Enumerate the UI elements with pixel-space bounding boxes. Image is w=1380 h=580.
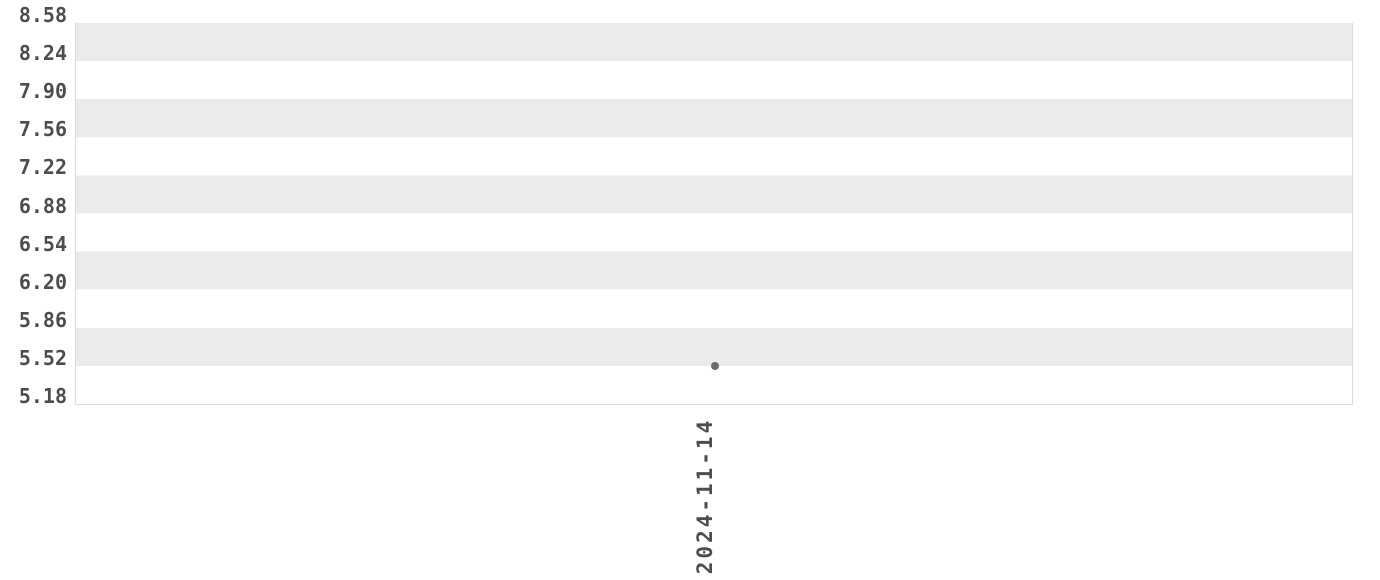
y-axis: 8.58 8.24 7.90 7.56 7.22 6.88 6.54 6.20 5.86 5.52… <box>0 0 67 420</box>
y-tick-label: 5.52 <box>18 345 67 370</box>
y-tick-label: 6.20 <box>18 269 67 294</box>
data-point <box>711 361 719 370</box>
y-tick-label: 7.56 <box>18 117 67 142</box>
y-tick-label: 5.86 <box>18 307 67 332</box>
y-tick-label: 7.90 <box>18 79 67 104</box>
y-tick-label: 7.22 <box>18 155 67 180</box>
y-tick-label: 6.88 <box>18 193 67 218</box>
y-tick-label: 6.54 <box>18 231 67 256</box>
y-tick-label: 5.18 <box>18 384 67 408</box>
y-tick-label: 8.58 <box>18 3 67 27</box>
plot-area <box>75 23 1353 405</box>
x-tick-label: 2024-11-14 <box>693 417 717 575</box>
y-tick-label: 8.24 <box>18 41 67 66</box>
x-axis: 2024-11-14 <box>0 405 1380 580</box>
